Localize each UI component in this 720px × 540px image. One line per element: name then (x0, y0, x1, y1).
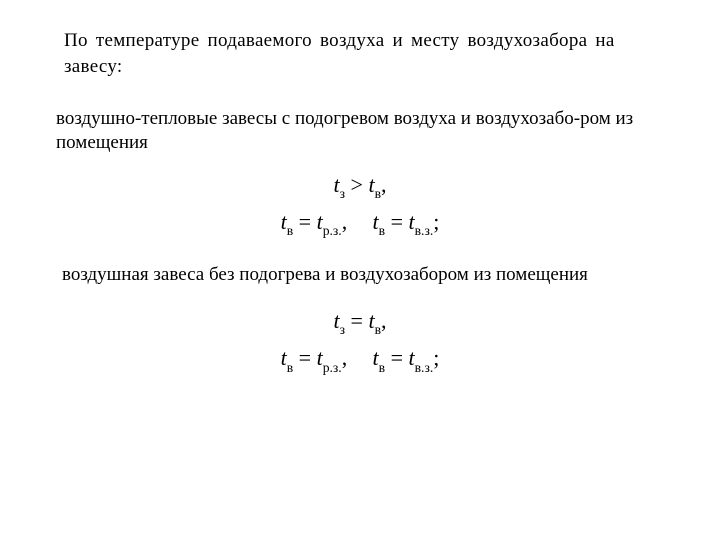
var-t: t (334, 172, 340, 197)
equals-sign: = (299, 345, 311, 370)
sub-vz: в.з. (415, 223, 434, 238)
equals-sign: = (391, 209, 403, 234)
var-t: t (373, 345, 379, 370)
var-t: t (317, 209, 323, 234)
var-t: t (281, 345, 287, 370)
section2-eq-line2: tв = tр.з., tв = tв.з.; (56, 340, 664, 377)
sub-v: в (379, 223, 385, 238)
var-t: t (409, 209, 415, 234)
var-t: t (368, 172, 374, 197)
equals-sign: = (391, 345, 403, 370)
relation-sign: = (351, 308, 363, 333)
punct: ; (433, 209, 439, 234)
sub-z: з (340, 322, 345, 337)
punct: ; (433, 345, 439, 370)
section1-paragraph: воздушно-тепловые завесы с подогревом во… (56, 107, 664, 155)
section1-eq-line1: tз > tв, (56, 167, 664, 204)
punct: , (381, 172, 387, 197)
sub-v: в (287, 360, 293, 375)
section1-eq-line2: tв = tр.з., tв = tв.з.; (56, 204, 664, 241)
var-t: t (281, 209, 287, 234)
sub-v: в (379, 360, 385, 375)
section2-paragraph: воздушная завеса без подогрева и воздухо… (62, 263, 664, 287)
var-t: t (368, 308, 374, 333)
relation-sign: > (351, 172, 363, 197)
var-t: t (334, 308, 340, 333)
sub-v: в (375, 322, 381, 337)
punct: , (381, 308, 387, 333)
section2-equations: tз = tв, tв = tр.з., tв = tв.з.; (56, 303, 664, 377)
section2-eq-line1: tз = tв, (56, 303, 664, 340)
equals-sign: = (299, 209, 311, 234)
var-t: t (317, 345, 323, 370)
punct: , (342, 345, 348, 370)
document-page: По температуре подаваемого воздуха и мес… (0, 0, 720, 540)
sub-v: в (287, 223, 293, 238)
sub-v: в (375, 186, 381, 201)
sub-rz: р.з. (323, 360, 342, 375)
sub-rz: р.з. (323, 223, 342, 238)
section1-equations: tз > tв, tв = tр.з., tв = tв.з.; (56, 167, 664, 241)
sub-vz: в.з. (415, 360, 434, 375)
punct: , (342, 209, 348, 234)
heading-text: По температуре подаваемого воздуха и мес… (64, 28, 664, 79)
sub-z: з (340, 186, 345, 201)
var-t: t (373, 209, 379, 234)
var-t: t (409, 345, 415, 370)
